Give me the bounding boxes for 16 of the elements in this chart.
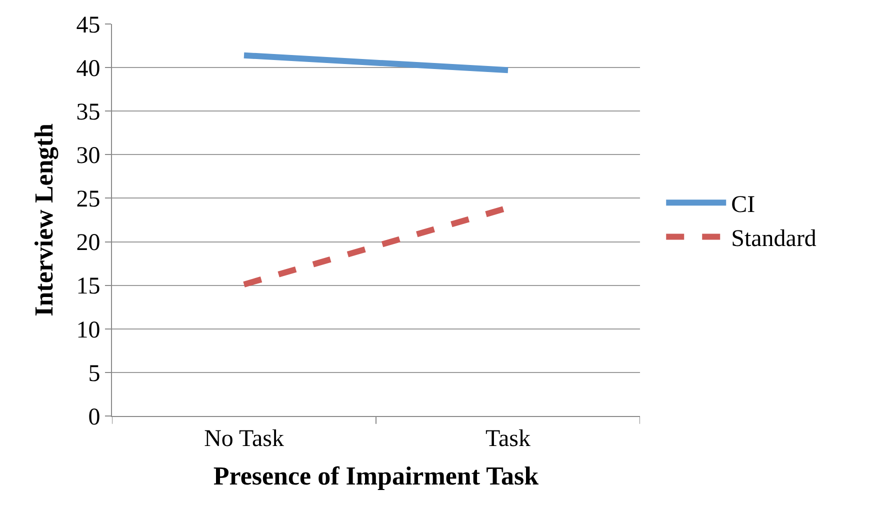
y-tick-label: 10 (76, 317, 100, 344)
y-tick-label: 45 (76, 12, 100, 38)
y-axis-title: Interview Length (30, 123, 59, 316)
y-tick-label: 20 (76, 230, 100, 256)
legend-label: Standard (731, 226, 816, 252)
legend-label: CI (731, 192, 756, 218)
y-tick-label: 15 (76, 274, 100, 300)
y-tick-label: 35 (76, 100, 100, 126)
x-axis-title: Presence of Impairment Task (213, 462, 540, 490)
y-tick-label: 30 (76, 143, 100, 170)
y-tick-label: 5 (88, 360, 100, 387)
y-tick-label: 25 (76, 186, 100, 213)
y-tick-label: 40 (76, 56, 100, 82)
x-tick-label: Task (486, 426, 530, 452)
x-tick-label: No Task (204, 426, 284, 452)
y-tick-label: 0 (88, 404, 100, 430)
